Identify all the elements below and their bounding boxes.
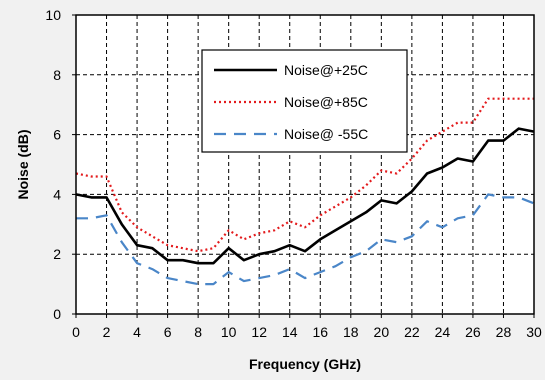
y-axis-title: Noise (dB) [15,130,31,200]
legend: Noise@+25C Noise@+85C Noise@ -55C [201,49,408,153]
x-tick-label: 30 [526,324,542,340]
x-tick-label: 4 [133,324,141,340]
series-lines [75,97,535,286]
series-line-1 [75,127,535,265]
legend-label-3: Noise@ -55C [284,126,368,142]
y-tick-label: 8 [53,67,61,83]
series-line-2 [75,97,534,253]
y-tick-label: 0 [53,306,61,322]
x-axis-title: Frequency (GHz) [249,356,361,372]
plot-frame [75,14,535,315]
x-tick-label: 10 [221,324,237,340]
x-tick-label: 22 [404,324,420,340]
grid [76,15,534,314]
y-tick-label: 2 [53,246,61,262]
x-tick-label: 8 [194,324,202,340]
x-tick-label: 28 [496,324,512,340]
x-tick-label: 16 [312,324,328,340]
series-line-3 [76,193,535,286]
x-tick-label: 2 [103,324,111,340]
x-tick-label: 6 [164,324,172,340]
legend-label-2: Noise@+85C [284,94,368,110]
legend-label-1: Noise@+25C [284,62,368,78]
x-tick-label: 24 [435,324,451,340]
y-tick-label: 10 [45,7,61,23]
x-tick-label: 12 [251,324,267,340]
x-tick-label: 20 [374,324,390,340]
x-tick-label: 18 [343,324,359,340]
x-tick-label: 26 [465,324,481,340]
x-tick-label: 0 [72,324,80,340]
x-tick-label: 14 [282,324,298,340]
y-tick-label: 6 [53,127,61,143]
y-tick-label: 4 [53,186,61,202]
